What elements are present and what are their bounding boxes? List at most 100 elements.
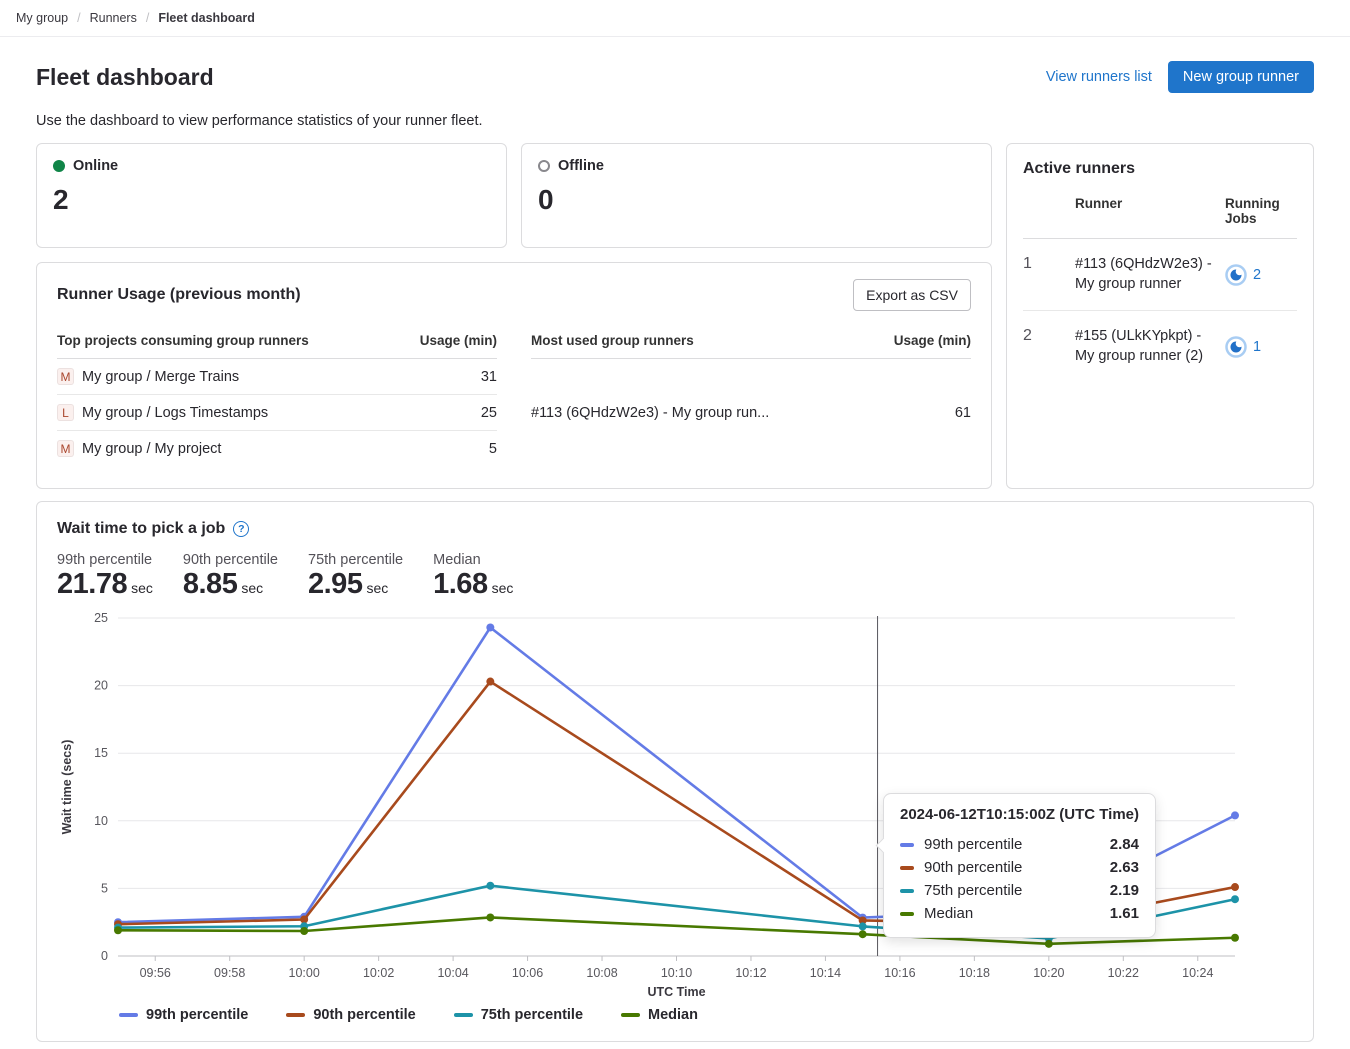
svg-text:Wait time (secs): Wait time (secs) — [60, 740, 74, 835]
svg-text:10:22: 10:22 — [1108, 966, 1139, 980]
runner-usage-card: Runner Usage (previous month) Export as … — [36, 262, 992, 489]
tooltip-row: 90th percentile 2.63 — [900, 856, 1139, 879]
svg-text:10:24: 10:24 — [1182, 966, 1213, 980]
table-row: L My group / Logs Timestamps 25 — [57, 394, 497, 431]
stat-unit: sec — [241, 580, 264, 596]
breadcrumb-separator: / — [77, 11, 81, 25]
tooltip-row: Median 1.61 — [900, 902, 1139, 925]
project-avatar: M — [57, 368, 74, 385]
tooltip-value: 2.84 — [1109, 836, 1139, 854]
row-index: 1 — [1023, 255, 1032, 272]
legend-label: 90th percentile — [313, 1007, 416, 1024]
project-usage: 25 — [393, 394, 497, 431]
svg-text:10:18: 10:18 — [959, 966, 990, 980]
stat-value: 2.95 — [308, 568, 363, 600]
svg-text:10:12: 10:12 — [735, 966, 766, 980]
project-name: My group / My project — [82, 440, 222, 457]
chart-tooltip: 2024-06-12T10:15:00Z (UTC Time) 99th per… — [883, 793, 1156, 939]
tooltip-label: Median — [924, 905, 974, 923]
wait-time-card: Wait time to pick a job ? 99th percentil… — [36, 501, 1314, 1043]
offline-label: Offline — [558, 158, 604, 174]
running-jobs-count[interactable]: 2 — [1253, 266, 1262, 283]
breadcrumb-bar: My group / Runners / Fleet dashboard — [0, 0, 1350, 37]
active-runners-table-header: Runner Running Jobs — [1023, 178, 1297, 239]
offline-runners-card: Offline 0 — [521, 143, 992, 248]
svg-text:5: 5 — [101, 882, 108, 896]
page-description: Use the dashboard to view performance st… — [36, 113, 483, 129]
runner-link[interactable]: #155 (ULkKYpkpt) - My group runner (2) — [1075, 328, 1204, 364]
tooltip-label: 99th percentile — [924, 836, 1023, 854]
stat-90th: 90th percentile 8.85 sec — [182, 552, 278, 600]
new-group-runner-button[interactable]: New group runner — [1167, 61, 1314, 93]
stat-unit: sec — [131, 580, 153, 596]
wait-time-title: Wait time to pick a job — [57, 520, 226, 537]
tooltip-row: 75th percentile 2.19 — [900, 879, 1139, 902]
usage-min-header: Usage (min) — [863, 323, 971, 359]
header-actions: View runners list New group runner — [1046, 61, 1314, 93]
export-csv-button[interactable]: Export as CSV — [853, 279, 971, 311]
legend-series-icon — [453, 1013, 473, 1018]
online-runners-card: Online 2 — [36, 143, 507, 248]
svg-text:10:14: 10:14 — [810, 966, 841, 980]
svg-text:09:56: 09:56 — [140, 966, 171, 980]
top-projects-header: Top projects consuming group runners — [57, 323, 394, 359]
legend-series-icon — [621, 1013, 641, 1018]
stat-value: 1.68 — [433, 568, 488, 600]
series-marker-icon — [900, 842, 914, 847]
tooltip-value: 1.61 — [1109, 905, 1139, 923]
tooltip-label: 75th percentile — [924, 882, 1023, 900]
legend-item[interactable]: 75th percentile — [453, 1007, 583, 1023]
runner-usage-title: Runner Usage (previous month) — [57, 286, 301, 303]
tooltip-label: 90th percentile — [924, 859, 1023, 877]
series-marker-icon — [900, 865, 914, 870]
svg-text:0: 0 — [101, 949, 108, 963]
tooltip-value: 2.63 — [1109, 859, 1139, 877]
wait-time-chart[interactable]: 0 5 10 15 20 25 09:56 09:58 10:00 10:02 10:04 10:06… — [57, 609, 1265, 1001]
chart-legend: 99th percentile 90th percentile 75th perce… — [119, 1007, 1293, 1023]
legend-item[interactable]: Median — [621, 1007, 698, 1023]
breadcrumb-separator: / — [145, 11, 150, 25]
svg-text:10:02: 10:02 — [363, 966, 394, 980]
runner-link[interactable]: #113 (6QHdzW2e3) - My group runner — [1075, 256, 1212, 292]
breadcrumb-fleet-dashboard: Fleet dashboard — [158, 11, 255, 25]
legend-series-icon — [119, 1013, 138, 1018]
legend-item[interactable]: 90th percentile — [286, 1007, 416, 1024]
stat-99th: 99th percentile 21.78 sec — [57, 552, 153, 600]
svg-text:10:00: 10:00 — [289, 966, 320, 980]
page-title: Fleet dashboard — [36, 63, 214, 90]
project-name: My group / Logs Timestamps — [82, 404, 269, 421]
project-avatar: L — [57, 404, 74, 421]
usage-min-header: Usage (min) — [393, 323, 497, 359]
view-runners-list-link[interactable]: View runners list — [1045, 69, 1152, 85]
legend-series-icon — [286, 1013, 306, 1018]
legend-label: 99th percentile — [146, 1007, 249, 1024]
tooltip-row: 99th percentile 2.84 — [900, 833, 1139, 856]
online-status-icon — [53, 160, 65, 172]
series-marker-icon — [900, 911, 914, 916]
online-count: 2 — [53, 184, 69, 215]
svg-text:15: 15 — [94, 747, 108, 761]
active-runners-card: Active runners Runner Running Jobs 1 #11… — [1006, 143, 1314, 489]
legend-item[interactable]: 99th percentile — [119, 1007, 248, 1023]
help-icon[interactable]: ? — [233, 521, 250, 537]
breadcrumb-runners[interactable]: Runners — [89, 11, 137, 25]
running-jobs-count[interactable]: 1 — [1253, 338, 1262, 355]
status-running-icon — [1225, 335, 1247, 358]
offline-status-icon — [538, 160, 550, 172]
tooltip-value: 2.19 — [1109, 882, 1139, 900]
svg-text:10: 10 — [94, 814, 108, 828]
most-used-runners-table: Most used group runners Usage (min) #113… — [531, 323, 971, 466]
offline-count: 0 — [538, 184, 554, 215]
online-label: Online — [73, 158, 119, 174]
svg-text:25: 25 — [94, 611, 108, 625]
active-runners-title: Active runners — [1023, 160, 1136, 177]
svg-text:10:08: 10:08 — [586, 966, 617, 980]
breadcrumb-my-group[interactable]: My group — [16, 11, 69, 25]
tooltip-title: 2024-06-12T10:15:00Z (UTC Time) — [900, 806, 1139, 824]
stat-value: 21.78 — [57, 568, 128, 600]
table-row: 2 #155 (ULkKYpkpt) - My group runner (2)… — [1023, 310, 1297, 382]
most-used-runners-header: Most used group runners — [531, 323, 864, 359]
top-projects-table: Top projects consuming group runners Usa… — [57, 323, 497, 466]
runner-name: #113 (6QHdzW2e3) - My group run... — [531, 404, 770, 421]
status-running-icon — [1225, 263, 1247, 286]
